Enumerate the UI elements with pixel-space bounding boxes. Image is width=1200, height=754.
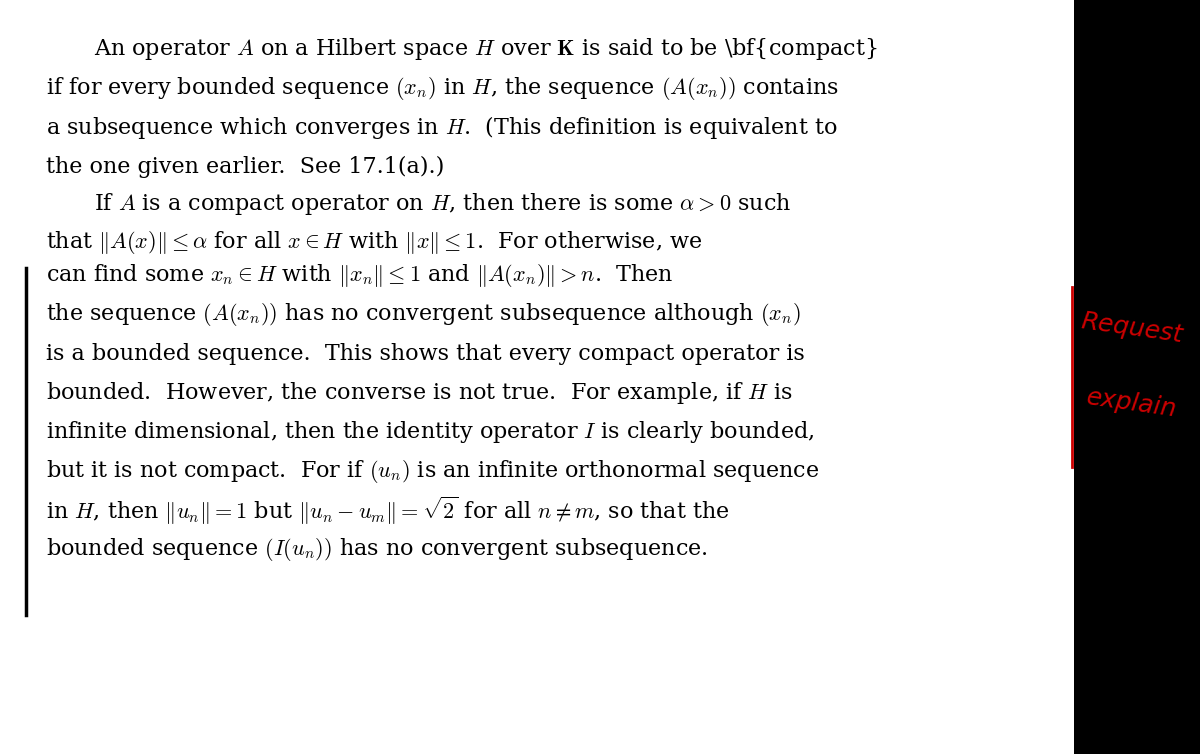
Bar bbox=[0, 0, 1074, 754]
Text: bounded sequence $(I(u_n))$ has no convergent subsequence.: bounded sequence $(I(u_n))$ has no conve… bbox=[46, 536, 707, 563]
Text: Request: Request bbox=[1079, 309, 1184, 347]
Text: but it is not compact.  For if $(u_n)$ is an infinite orthonormal sequence: but it is not compact. For if $(u_n)$ is… bbox=[46, 458, 818, 485]
Text: in $H$, then $\|u_n\| = 1$ but $\|u_n - u_m\| = \sqrt{2}$ for all $n \neq m$, so: in $H$, then $\|u_n\| = 1$ but $\|u_n - … bbox=[46, 495, 730, 526]
Text: bounded.  However, the converse is not true.  For example, if $H$ is: bounded. However, the converse is not tr… bbox=[46, 380, 792, 406]
Text: An operator $A$ on a Hilbert space $H$ over $\mathbf{K}$ is said to be \bf{compa: An operator $A$ on a Hilbert space $H$ o… bbox=[94, 36, 877, 62]
Text: the one given earlier.  See 17.1(a).): the one given earlier. See 17.1(a).) bbox=[46, 155, 444, 178]
Text: the sequence $(A(x_n))$ has no convergent subsequence although $(x_n)$: the sequence $(A(x_n))$ has no convergen… bbox=[46, 301, 800, 328]
Text: a subsequence which converges in $H$.  (This definition is equivalent to: a subsequence which converges in $H$. (T… bbox=[46, 114, 838, 141]
Text: is a bounded sequence.  This shows that every compact operator is: is a bounded sequence. This shows that e… bbox=[46, 342, 804, 365]
Text: can find some $x_n \in H$ with $\|x_n\| \leq 1$ and $\|A(x_n)\| > n$.  Then: can find some $x_n \in H$ with $\|x_n\| … bbox=[46, 262, 673, 289]
Text: if for every bounded sequence $(x_n)$ in $H$, the sequence $(A(x_n))$ contains: if for every bounded sequence $(x_n)$ in… bbox=[46, 75, 839, 102]
Text: infinite dimensional, then the identity operator $I$ is clearly bounded,: infinite dimensional, then the identity … bbox=[46, 419, 814, 445]
Bar bbox=[1074, 0, 1200, 754]
Text: If $A$ is a compact operator on $H$, then there is some $\alpha > 0$ such: If $A$ is a compact operator on $H$, the… bbox=[94, 191, 791, 216]
Text: explain: explain bbox=[1085, 385, 1178, 421]
Text: that $\|A(x)\| \leq \alpha$ for all $x \in H$ with $\|x\| \leq 1$.  For otherwis: that $\|A(x)\| \leq \alpha$ for all $x \… bbox=[46, 229, 702, 256]
